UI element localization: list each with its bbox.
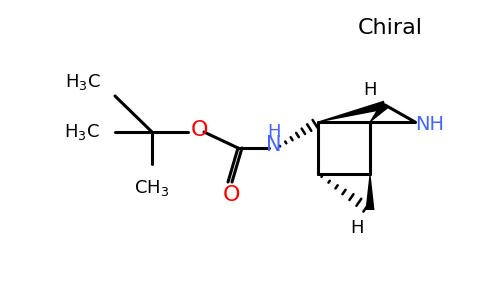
- Text: H$_3$C: H$_3$C: [64, 122, 100, 142]
- Polygon shape: [365, 174, 375, 210]
- Polygon shape: [318, 100, 386, 122]
- Text: H$_3$C: H$_3$C: [65, 72, 101, 92]
- Text: H: H: [350, 219, 364, 237]
- Text: O: O: [223, 185, 241, 205]
- Text: NH: NH: [415, 116, 444, 134]
- Text: N: N: [266, 135, 282, 155]
- Polygon shape: [370, 102, 388, 122]
- Text: CH$_3$: CH$_3$: [135, 178, 169, 198]
- Text: H: H: [363, 81, 377, 99]
- Text: O: O: [191, 120, 209, 140]
- Text: Chiral: Chiral: [358, 18, 423, 38]
- Text: H: H: [267, 123, 281, 141]
